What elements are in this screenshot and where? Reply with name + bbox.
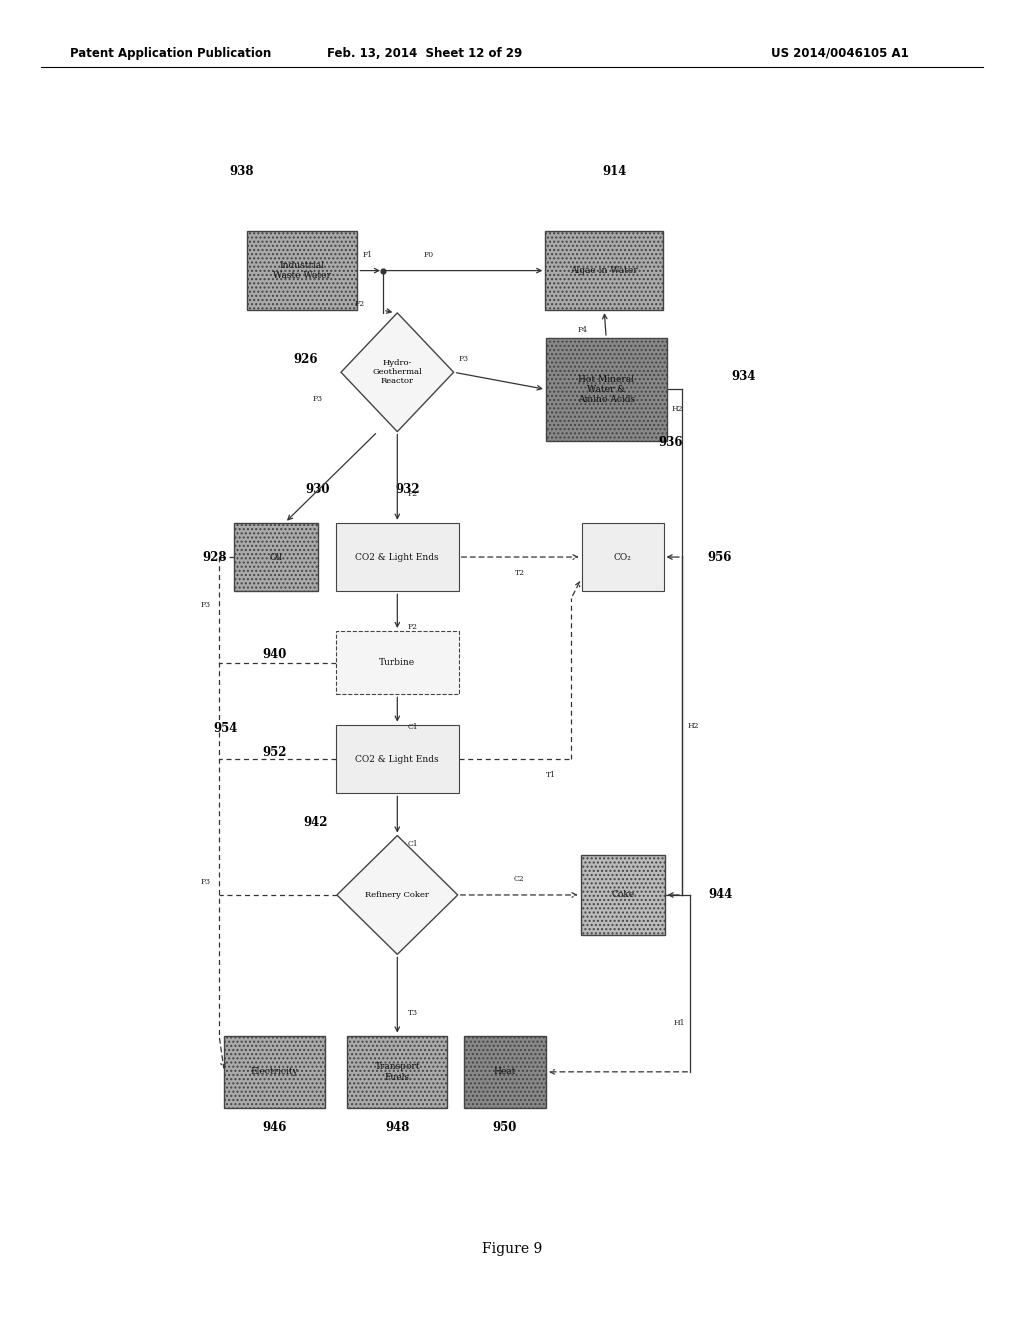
Bar — [234, 523, 318, 591]
Text: 956: 956 — [708, 550, 732, 564]
Text: 940: 940 — [262, 648, 287, 661]
Text: 930: 930 — [305, 483, 330, 496]
Text: 954: 954 — [213, 722, 238, 735]
Bar — [336, 725, 459, 793]
Bar — [224, 1035, 325, 1109]
Text: CO2 & Light Ends: CO2 & Light Ends — [355, 755, 439, 763]
Text: P3: P3 — [459, 355, 469, 363]
Text: P2: P2 — [408, 490, 418, 499]
Text: CO₂: CO₂ — [613, 553, 632, 561]
Text: 926: 926 — [293, 352, 317, 366]
Text: 946: 946 — [262, 1121, 287, 1134]
Text: 944: 944 — [709, 888, 733, 902]
Text: P2: P2 — [408, 623, 418, 631]
Text: 928: 928 — [203, 550, 227, 564]
Text: C2: C2 — [514, 875, 524, 883]
Bar — [546, 338, 667, 441]
Text: Hydro-
Geothermal
Reactor: Hydro- Geothermal Reactor — [373, 359, 422, 385]
Bar — [545, 231, 664, 310]
Text: C1: C1 — [408, 840, 418, 849]
Polygon shape — [341, 313, 454, 432]
Text: Hot Mineral
Water &
Amino Acids: Hot Mineral Water & Amino Acids — [578, 375, 635, 404]
Bar — [464, 1035, 546, 1109]
Text: 914: 914 — [602, 165, 627, 178]
Bar — [247, 231, 357, 310]
Bar — [347, 1035, 447, 1109]
Text: Turbine: Turbine — [379, 659, 416, 667]
Text: H2: H2 — [672, 405, 683, 413]
Text: Figure 9: Figure 9 — [482, 1242, 542, 1255]
Text: CO2 & Light Ends: CO2 & Light Ends — [355, 553, 439, 561]
Text: P3: P3 — [201, 878, 211, 886]
Text: Electricity: Electricity — [251, 1068, 298, 1076]
Text: Patent Application Publication: Patent Application Publication — [70, 48, 271, 59]
Text: T2: T2 — [515, 569, 525, 577]
Text: Refinery Coker: Refinery Coker — [366, 891, 429, 899]
Text: P3: P3 — [312, 395, 323, 403]
Text: H1: H1 — [674, 1019, 685, 1027]
Text: 934: 934 — [731, 370, 756, 383]
Text: C1: C1 — [408, 722, 418, 731]
Text: T1: T1 — [546, 771, 556, 779]
Bar — [581, 855, 665, 935]
Text: Transport
Fuels: Transport Fuels — [375, 1063, 420, 1081]
Text: 948: 948 — [385, 1121, 410, 1134]
Text: P3: P3 — [201, 601, 211, 609]
Text: 952: 952 — [262, 746, 287, 759]
Text: US 2014/0046105 A1: US 2014/0046105 A1 — [771, 48, 908, 59]
Text: 942: 942 — [303, 816, 328, 829]
Text: Algae in Water: Algae in Water — [570, 267, 638, 275]
Text: 938: 938 — [229, 165, 254, 178]
Text: 950: 950 — [493, 1121, 517, 1134]
Text: F1: F1 — [362, 251, 373, 259]
Text: P4: P4 — [578, 326, 588, 334]
Text: Industrial
Waste Water: Industrial Waste Water — [273, 261, 331, 280]
Text: 936: 936 — [658, 436, 683, 449]
Polygon shape — [337, 836, 458, 954]
Text: Oil: Oil — [270, 553, 283, 561]
Text: Feb. 13, 2014  Sheet 12 of 29: Feb. 13, 2014 Sheet 12 of 29 — [328, 48, 522, 59]
Text: 932: 932 — [395, 483, 420, 496]
Text: F2: F2 — [354, 300, 365, 308]
Text: Coke: Coke — [611, 891, 634, 899]
Bar — [336, 523, 459, 591]
Bar — [336, 631, 459, 694]
Text: H2: H2 — [687, 722, 698, 730]
Bar — [582, 523, 664, 591]
Text: T3: T3 — [408, 1008, 418, 1018]
Text: Heat: Heat — [494, 1068, 516, 1076]
Text: F0: F0 — [424, 251, 434, 259]
